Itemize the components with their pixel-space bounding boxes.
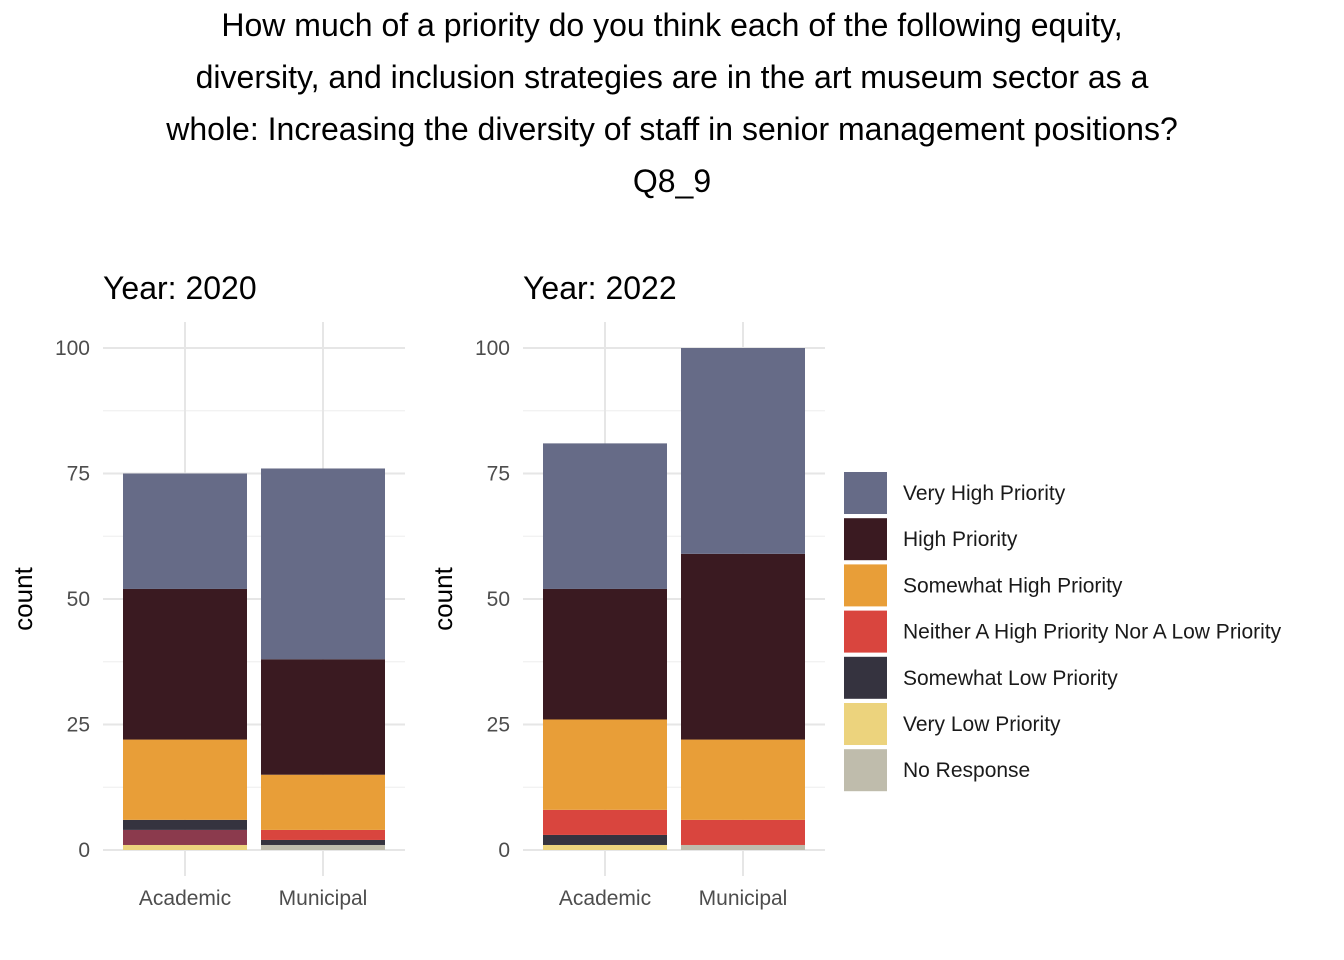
bar-segment-very-high-priority xyxy=(543,443,667,589)
legend-item-somewhat-high-priority: Somewhat High Priority xyxy=(844,564,1123,607)
bar-segment-somewhat-low-priority xyxy=(543,834,667,845)
bar-academic xyxy=(543,443,667,850)
panel-title: Year: 2022 xyxy=(523,270,677,306)
bar-segment-high-priority xyxy=(261,659,385,775)
chart-title-line-3: whole: Increasing the diversity of staff… xyxy=(165,111,1178,147)
legend-label: No Response xyxy=(903,759,1030,782)
y-tick-label: 100 xyxy=(55,337,90,360)
bar-segment-somewhat-high-priority xyxy=(123,739,247,820)
bar-municipal xyxy=(681,348,805,850)
y-tick-label: 50 xyxy=(487,588,510,611)
bar-segment-very-high-priority xyxy=(261,468,385,660)
panel-year-2022: 0 25 50 75 100 count Year: 2022 Academic Municip… xyxy=(428,270,825,910)
legend-item-high-priority: High Priority xyxy=(844,518,1018,561)
bar-segment-somewhat-low-priority xyxy=(261,839,385,845)
legend-key xyxy=(844,703,887,745)
y-tick-label: 0 xyxy=(498,839,510,862)
legend-key xyxy=(844,472,887,514)
bar-segment-very-low-priority xyxy=(543,844,667,850)
x-tick-label: Municipal xyxy=(699,887,788,910)
bar-segment-somewhat-high-priority xyxy=(681,739,805,820)
legend-item-somewhat-low-priority: Somewhat Low Priority xyxy=(844,656,1118,699)
legend-item-neither-a-high-priority-nor-a-low-priority: Neither A High Priority Nor A Low Priori… xyxy=(844,610,1282,653)
bar-segment-neither-a-high-priority-nor-a-low-priority xyxy=(543,809,667,835)
legend-key xyxy=(844,518,887,561)
y-axis-title: count xyxy=(8,566,38,630)
chart-title: How much of a priority do you think each… xyxy=(165,7,1178,199)
bar-segment-neither-a-high-priority-nor-a-low-priority xyxy=(123,829,247,845)
bar-academic xyxy=(123,473,247,850)
legend-label: Neither A High Priority Nor A Low Priori… xyxy=(903,621,1282,644)
y-tick-label: 0 xyxy=(78,839,90,862)
legend-label: Somewhat High Priority xyxy=(903,574,1123,597)
legend-item-no-response: No Response xyxy=(844,749,1030,792)
y-tick-label: 75 xyxy=(487,463,510,486)
panel-title: Year: 2020 xyxy=(103,270,257,306)
legend-key xyxy=(844,564,887,607)
bar-segment-very-high-priority xyxy=(123,473,247,589)
y-tick-label: 25 xyxy=(67,714,90,737)
legend-item-very-high-priority: Very High Priority xyxy=(844,472,1066,514)
legend-item-very-low-priority: Very Low Priority xyxy=(844,703,1061,745)
y-tick-label: 100 xyxy=(475,337,510,360)
chart-legend: Very High Priority High Priority Somewhat … xyxy=(844,472,1282,792)
chart-title-line-2: diversity, and inclusion strategies are … xyxy=(196,59,1149,95)
bar-segment-no-response xyxy=(681,844,805,850)
legend-label: High Priority xyxy=(903,528,1018,551)
bar-segment-very-low-priority xyxy=(123,844,247,850)
bar-segment-neither-a-high-priority-nor-a-low-priority xyxy=(261,829,385,840)
legend-label: Very High Priority xyxy=(903,482,1066,505)
legend-label: Very Low Priority xyxy=(903,713,1061,736)
x-tick-label: Municipal xyxy=(279,887,368,910)
bar-segment-somewhat-low-priority xyxy=(123,819,247,830)
chart-panels: 0 25 50 75 100 count Year: 2020 Academic Municip… xyxy=(8,270,825,910)
bar-segment-neither-a-high-priority-nor-a-low-priority xyxy=(681,819,805,845)
y-tick-label: 75 xyxy=(67,463,90,486)
legend-key xyxy=(844,656,887,699)
y-tick-label: 25 xyxy=(487,714,510,737)
bar-segment-somewhat-high-priority xyxy=(261,774,385,830)
bar-segment-no-response xyxy=(261,844,385,850)
x-tick-label: Academic xyxy=(559,887,651,910)
bar-segment-high-priority xyxy=(681,553,805,740)
bar-municipal xyxy=(261,468,385,850)
panel-year-2020: 0 25 50 75 100 count Year: 2020 Academic Municip… xyxy=(8,270,405,910)
bar-segment-high-priority xyxy=(543,588,667,720)
chart-title-line-1: How much of a priority do you think each… xyxy=(221,7,1122,43)
bar-segment-somewhat-high-priority xyxy=(543,719,667,810)
bar-segment-high-priority xyxy=(123,588,247,740)
y-tick-label: 50 xyxy=(67,588,90,611)
chart-title-line-4: Q8_9 xyxy=(633,163,711,199)
bar-segment-very-high-priority xyxy=(681,348,805,554)
x-tick-label: Academic xyxy=(139,887,231,910)
legend-label: Somewhat Low Priority xyxy=(903,667,1118,690)
legend-key xyxy=(844,610,887,653)
legend-key xyxy=(844,749,887,792)
y-axis-title: count xyxy=(428,566,458,630)
